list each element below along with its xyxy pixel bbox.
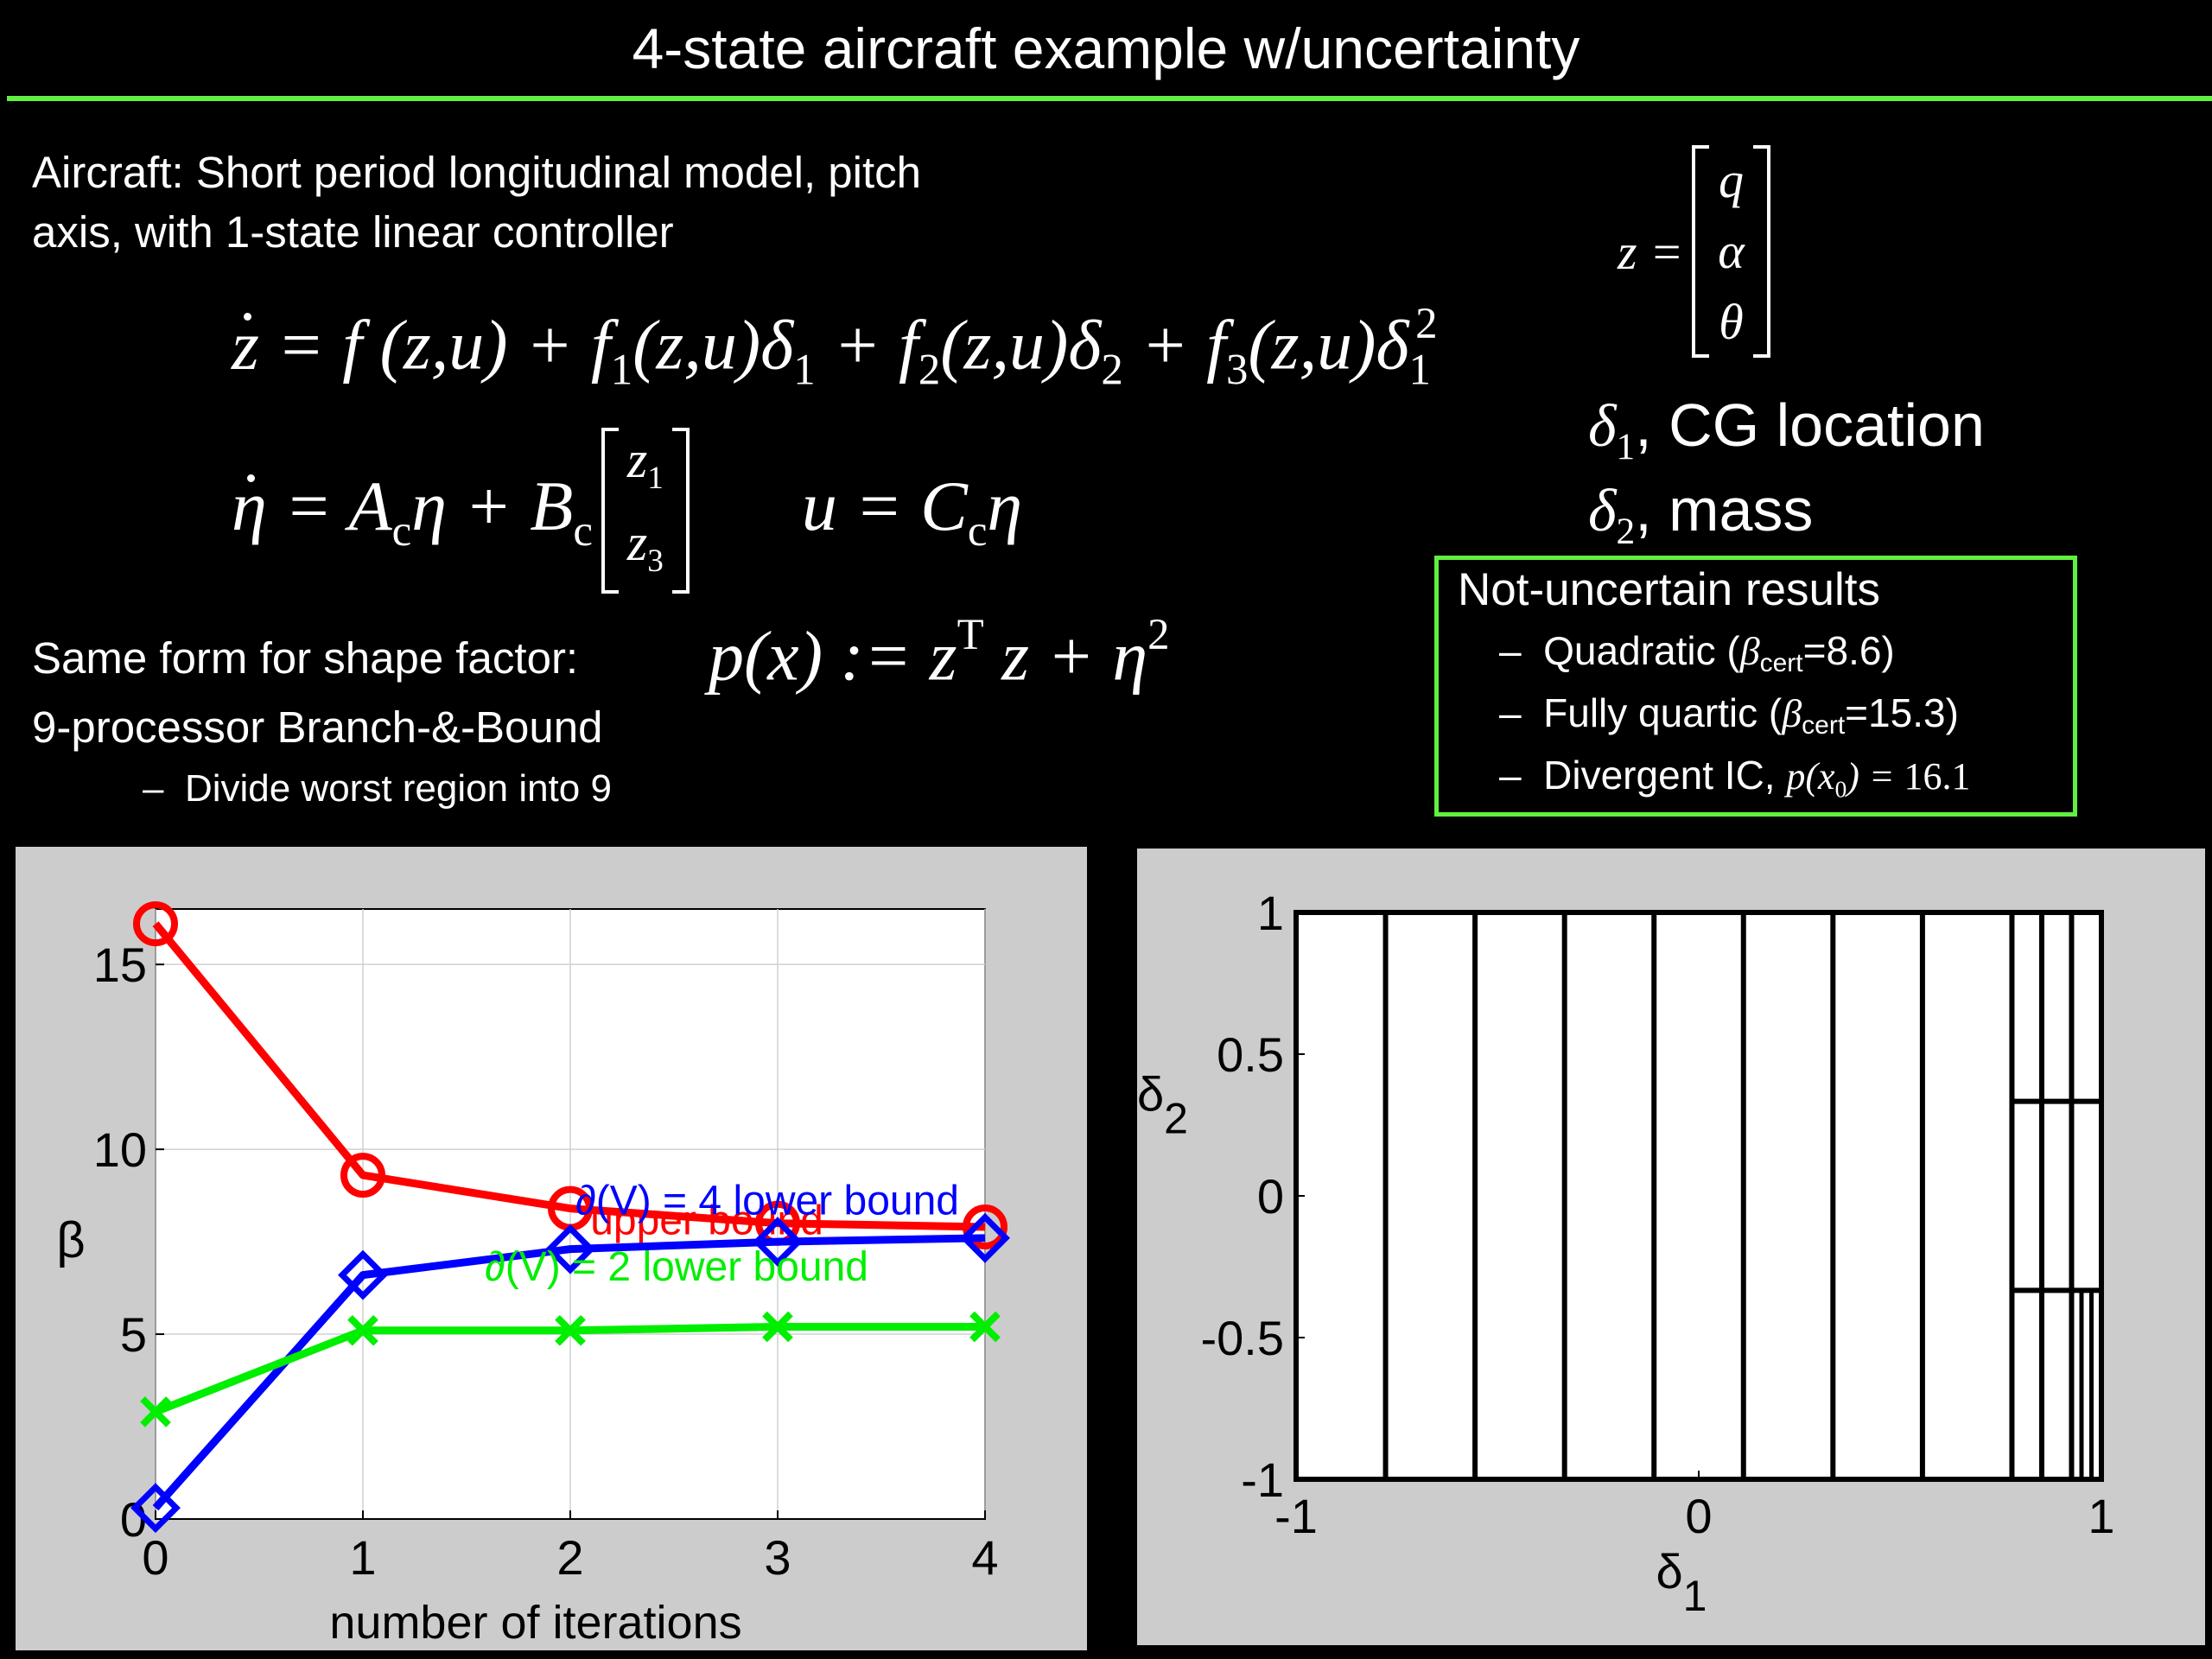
aircraft-description-line1: Aircraft: Short period longitudinal mode… <box>32 148 922 197</box>
delta1-label: CG location <box>1669 391 1985 459</box>
data-point-marker <box>340 1153 385 1198</box>
x-tick-label: 4 <box>971 1530 998 1585</box>
delta-partition-diagram: -1 0 1 -1 -0.5 0 0.5 1 δ1 δ2 <box>1137 886 2115 1620</box>
y-tick-label: 0 <box>1257 1169 1284 1224</box>
delta2-definition: δ2, mass <box>1588 476 1814 553</box>
x-tick-label: 1 <box>349 1530 376 1585</box>
result-divergent-ic: – Divergent IC, p(x0) = 16.1 <box>1499 753 1971 803</box>
y-tick-label: 1 <box>1257 886 1284 940</box>
data-point-marker <box>753 1217 803 1268</box>
state-alpha: α <box>1718 223 1745 279</box>
x-tick-label: 0 <box>142 1530 168 1585</box>
data-point-marker <box>545 1224 595 1274</box>
y-tick-label: 0.5 <box>1217 1027 1284 1082</box>
data-point-marker <box>555 1314 586 1346</box>
x-axis-label: number of iterations <box>329 1597 741 1649</box>
data-point-marker <box>140 1396 171 1427</box>
branch-and-bound-bullet: – Divide worst region into 9 <box>143 767 612 810</box>
state-theta: θ <box>1719 294 1744 350</box>
controller-equation: η = Acη + Bc z1 z3 u = Ccη <box>232 428 1022 594</box>
y-tick-label: 15 <box>93 938 147 992</box>
data-point-marker <box>969 1311 1001 1343</box>
state-equation: z = f (z,u) + f1(z,u)δ1 + f2(z,u)δ2 + f3… <box>232 299 1438 394</box>
data-point-marker <box>762 1311 793 1343</box>
series-label: upper bound <box>590 1198 823 1244</box>
x-axis-label: δ1 <box>1656 1544 1707 1620</box>
x-tick-label: -1 <box>1274 1489 1318 1543</box>
controller-vector: z1 z3 <box>601 428 690 594</box>
result-quartic: – Fully quartic (βcert=15.3) <box>1499 690 1959 740</box>
x-tick-label: 0 <box>1685 1489 1712 1543</box>
data-point-marker <box>133 901 178 947</box>
series-label: ∂(V) = 2 lower bound <box>485 1244 868 1290</box>
beta-chart-panel: 0 1 2 3 4 0 5 10 15 number of iterations β upper bo… <box>16 847 1087 1650</box>
delta2-label: mass <box>1669 476 1814 543</box>
aircraft-description-line2: axis, with 1-state linear controller <box>32 207 674 257</box>
slide-title: 4-state aircraft example w/uncertainty <box>632 16 1580 80</box>
x-tick-label: 3 <box>764 1530 791 1585</box>
data-point-marker <box>130 1483 181 1534</box>
x-tick-label: 2 <box>556 1530 583 1585</box>
data-point-marker <box>963 1204 1007 1249</box>
shape-factor-label: Same form for shape factor: <box>32 633 579 683</box>
series-line <box>152 1234 986 1511</box>
y-axis-label: δ2 <box>1137 1067 1188 1143</box>
result-quadratic: – Quadratic (βcert=8.6) <box>1499 628 1895 677</box>
partition-domain <box>1294 910 2104 1482</box>
series-label: ∂(V) = 4 lower bound <box>575 1179 959 1224</box>
y-tick-label: -1 <box>1241 1452 1284 1507</box>
data-point-marker <box>960 1212 1010 1263</box>
shape-factor-equation: p(x) := zT z + η2 <box>709 610 1170 696</box>
data-point-marker <box>338 1249 388 1300</box>
y-tick-label: -0.5 <box>1201 1311 1285 1365</box>
title-underline <box>7 96 2212 101</box>
delta1-definition: δ1, CG location <box>1588 391 1985 468</box>
data-point-marker <box>347 1314 378 1346</box>
not-uncertain-results-box: Not-uncertain results – Quadratic (βcert… <box>1434 556 2077 817</box>
state-q: q <box>1718 152 1744 208</box>
x-tick-label: 1 <box>2088 1489 2114 1543</box>
y-axis-label: β <box>56 1212 85 1268</box>
results-heading: Not-uncertain results <box>1458 564 1880 615</box>
series-line <box>152 921 986 1231</box>
y-tick-label: 5 <box>120 1307 147 1362</box>
y-tick-label: 10 <box>93 1122 147 1177</box>
state-vector-definition: z = q α θ <box>1618 145 1770 358</box>
partition-diagram-panel: -1 0 1 -1 -0.5 0 0.5 1 δ1 δ2 <box>1137 849 2205 1645</box>
branch-and-bound-label: 9-processor Branch-&-Bound <box>32 702 603 752</box>
